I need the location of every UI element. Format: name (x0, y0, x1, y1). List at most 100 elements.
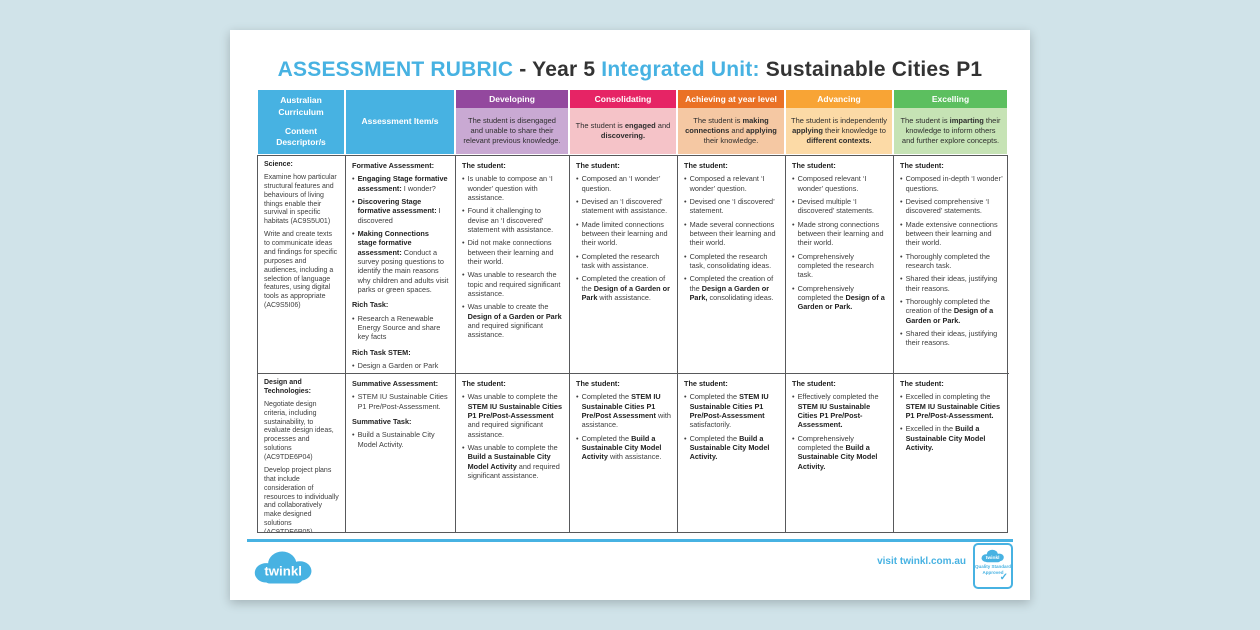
bullet-item: • Engaging Stage formative assessment: I … (352, 174, 449, 193)
assessment-header-cell: Assessment Item/s (345, 90, 455, 154)
document-page: ASSESSMENT RUBRIC - Year 5 Integrated Un… (230, 30, 1030, 600)
assessment-section-heading: Rich Task STEM: (352, 347, 411, 357)
bullet-dot: • (792, 196, 795, 206)
assessment-header: Assessment Item/s (346, 90, 454, 154)
bullet-text: Found it challenging to devise an ‘I dis… (467, 206, 554, 234)
level-name-achieving: Achieving at year level (678, 90, 784, 108)
bullet-dot: • (792, 283, 795, 293)
bullet-item: • Making Connections stage formative asse… (352, 229, 449, 294)
bullet-text: Composed a relevant ‘I wonder’ question. (689, 174, 765, 193)
bullet-dot: • (352, 174, 355, 184)
level-cell-intro: The student: (900, 379, 944, 388)
table-body: Science: Examine how particular structura… (257, 155, 1009, 533)
bullet-item: • Devised an ‘I discovered’ statement wit… (576, 197, 671, 216)
bullet-item: • Completed the creation of the Design a … (684, 274, 779, 302)
descriptor-paragraph: Develop project plans that include consi… (264, 466, 339, 532)
bullet-text: Build a Sustainable City Model Activity. (357, 430, 435, 449)
assessment-header-label: Assessment Item/s (361, 116, 439, 127)
bullet-item: • Completed the research task with assist… (576, 252, 671, 271)
title-assessment-rubric: ASSESSMENT RUBRIC (277, 58, 514, 81)
visit-link[interactable]: visit twinkl.com.au (877, 556, 966, 567)
design-tech-developing-cell: The student: • Was unable to complete the … (456, 374, 570, 532)
title-unit-name: Sustainable Cities P1 (759, 58, 983, 81)
level-cell-intro: The student: (684, 161, 728, 170)
title-integrated-unit: Integrated Unit: (601, 58, 760, 81)
bullet-item: • Was unable to create the Design of a Ga… (462, 302, 563, 339)
bullet-text: Completed the creation of the Design of … (581, 274, 670, 302)
bullet-dot: • (352, 196, 355, 206)
bullet-text: Completed the research task with assista… (581, 251, 660, 270)
bullet-item: • Did not make connections between their … (462, 238, 563, 266)
level-cell-intro: The student: (576, 161, 620, 170)
bullet-item: • Found it challenging to devise an ‘I di… (462, 206, 563, 234)
bullet-item: • Build a Sustainable City Model Activity… (352, 430, 449, 449)
design-tech-achieving-cell: The student: • Completed the STEM IU Susta… (678, 374, 786, 532)
footer-divider (247, 539, 1013, 542)
bullet-text: Devised one ‘I discovered’ statement. (689, 196, 775, 216)
bullet-dot: • (684, 174, 687, 184)
bullet-text: Making Connections stage formative asses… (357, 228, 449, 294)
corner-header-line2: Content Descriptor/s (276, 126, 326, 148)
badge-line1: Quality Standard (975, 564, 1012, 569)
bullet-text: Composed in-depth ‘I wonder’ questions. (905, 174, 1003, 193)
bullet-text: Was unable to create the Design of a Gar… (467, 302, 562, 340)
bullet-dot: • (792, 251, 795, 261)
corner-header: Australian Curriculum Content Descriptor… (258, 90, 344, 154)
bullet-text: Made limited connections between their l… (581, 219, 668, 248)
twinkl-logo-icon: twinkl (253, 547, 315, 593)
level-cell-intro: The student: (462, 379, 506, 388)
bullet-item: • Comprehensively completed the Build a S… (792, 434, 887, 471)
bullet-text: Research a Renewable Energy Source and s… (357, 313, 441, 342)
bullet-item: • Composed in-depth ‘I wonder’ questions. (900, 174, 1003, 193)
bullet-dot: • (792, 174, 795, 184)
bullet-text: Completed the creation of the Design a G… (689, 274, 774, 302)
level-cell-intro: The student: (792, 379, 836, 388)
bullet-text: Effectively completed the STEM IU Sustai… (797, 392, 879, 430)
badge-check-icon: ✓ (999, 571, 1008, 583)
bullet-item: • Completed the creation of the Design of… (576, 274, 671, 302)
bullet-text: Did not make connections between their l… (467, 238, 554, 266)
bullet-dot: • (684, 274, 687, 284)
bullet-dot: • (576, 274, 579, 284)
bullet-text: Devised multiple ‘I discovered’ statemen… (797, 196, 874, 216)
level-description-developing: The student is disengaged and unable to … (456, 108, 568, 154)
bullet-dot: • (684, 251, 687, 261)
bullet-item: • Completed the Build a Sustainable City … (684, 434, 779, 462)
level-name-advancing: Advancing (786, 90, 892, 108)
title-year: - Year 5 (513, 58, 602, 81)
bullet-text: Devised an ‘I discovered’ statement with… (581, 196, 668, 216)
bullet-dot: • (792, 219, 795, 229)
bullet-dot: • (462, 442, 465, 452)
bullet-dot: • (900, 392, 903, 402)
bullet-dot: • (352, 430, 355, 440)
level-header-consolidating: Consolidating The student is engaged and… (569, 90, 677, 154)
bullet-text: Made several connections between their l… (689, 219, 776, 248)
bullet-item: • Discovering Stage formative assessment:… (352, 197, 449, 225)
bullet-dot: • (462, 174, 465, 184)
badge-cloud-icon: twinkl (981, 549, 1004, 563)
descriptor-cell-science: Science: Examine how particular structura… (258, 156, 346, 374)
bullet-dot: • (684, 196, 687, 206)
assessment-cell-design-tech: Summative Assessment: • STEM IU Sustainabl… (346, 374, 456, 532)
bullet-dot: • (900, 251, 903, 261)
bullet-item: • Comprehensively completed the Design of… (792, 284, 887, 312)
level-cell-intro: The student: (576, 379, 620, 388)
bullet-dot: • (576, 392, 579, 402)
bullet-dot: • (900, 219, 903, 229)
assessment-cell-science: Formative Assessment: • Engaging Stage for… (346, 156, 456, 374)
descriptor-heading: Science: (264, 161, 293, 168)
bullet-item: • Completed the Build a Sustainable City … (576, 434, 671, 462)
bullet-dot: • (352, 360, 355, 370)
bullet-dot: • (576, 251, 579, 261)
assessment-section-heading: Summative Task: (352, 416, 412, 426)
bullet-item: • Thoroughly completed the creation of th… (900, 297, 1003, 325)
page-title: ASSESSMENT RUBRIC - Year 5 Integrated Un… (230, 58, 1030, 82)
level-name-excelling: Excelling (894, 90, 1007, 108)
bullet-dot: • (352, 392, 355, 402)
bullet-text: Comprehensively completed the Design of … (797, 283, 885, 312)
bullet-text: Completed the research task, consolidati… (689, 251, 772, 270)
bullet-text: Shared their ideas, justifying their rea… (905, 328, 998, 348)
bullet-text: Completed the STEM IU Sustainable Cities… (581, 392, 671, 430)
bullet-dot: • (576, 219, 579, 229)
